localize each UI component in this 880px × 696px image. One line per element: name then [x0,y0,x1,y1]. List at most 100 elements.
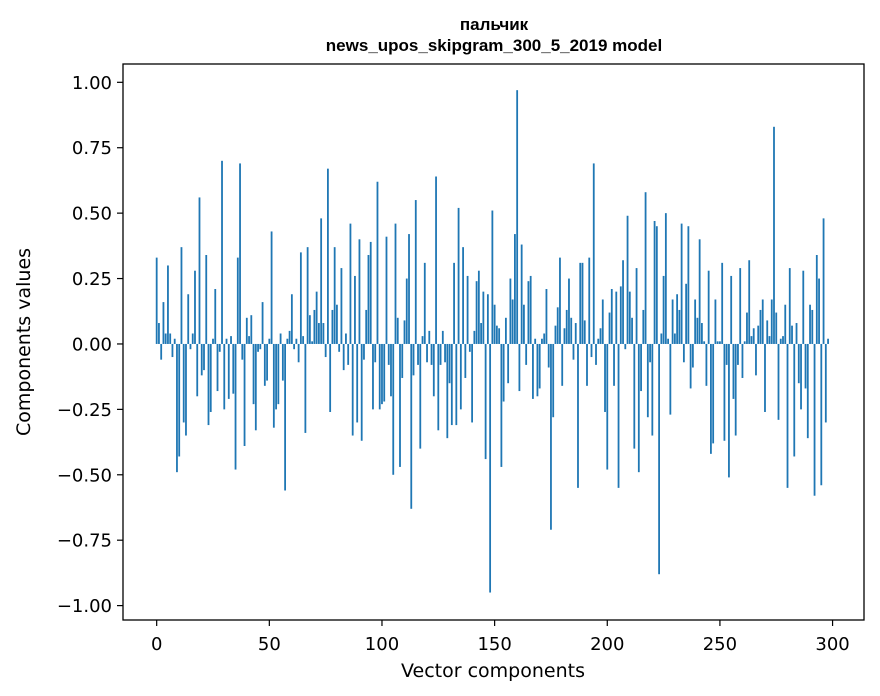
bar-13 [185,343,187,436]
bar-166 [529,275,532,344]
bar-121 [428,330,431,344]
bar-124 [435,176,437,344]
bar-33 [230,336,232,344]
bar-77 [329,343,332,412]
bar-68 [308,315,311,344]
bar-150 [493,304,496,344]
bar-51 [270,231,273,344]
bar-115 [414,200,417,344]
bar-220 [651,343,654,436]
bar-29 [221,160,223,344]
bar-118 [421,336,424,344]
bar-88 [354,275,356,344]
bar-15 [189,343,192,350]
bar-202 [610,289,613,344]
bar-67 [306,247,309,344]
bar-136 [462,247,464,344]
bar-54 [277,343,280,405]
bar-204 [615,291,618,344]
bar-165 [527,281,530,344]
bar-199 [604,343,606,412]
bar-272 [768,336,771,344]
bar-295 [820,343,823,486]
bar-155 [504,317,507,344]
bar-156 [507,343,510,384]
bar-21 [203,343,205,371]
bar-111 [405,278,408,344]
bar-162 [520,244,523,344]
bar-261 [743,341,746,344]
bar-131 [450,343,453,426]
bar-11 [180,247,183,344]
x-tick-label: 150 [477,634,511,655]
bar-49 [266,343,268,381]
bar-211 [631,317,633,344]
bar-58 [286,338,289,344]
bar-170 [538,343,541,389]
bar-71 [315,291,318,344]
bar-143 [477,270,480,344]
bar-233 [680,223,683,344]
bar-104 [390,343,392,397]
bar-275 [775,312,778,344]
bar-244 [705,343,708,386]
bar-141 [473,330,476,344]
bar-47 [261,302,264,344]
bar-242 [700,323,703,344]
bar-12 [182,343,185,423]
bar-255 [730,275,733,344]
bar-142 [475,281,478,344]
bar-235 [685,283,688,344]
bar-192 [588,257,591,344]
bar-135 [459,343,462,410]
x-axis-label: Vector components [401,660,585,682]
bar-241 [698,239,701,344]
bar-260 [741,343,744,378]
bar-43 [252,343,255,405]
x-tick-label: 200 [590,634,624,655]
bar-182 [565,309,568,344]
bar-209 [626,215,629,344]
bar-20 [200,343,203,376]
bar-215 [640,343,642,392]
bar-108 [399,343,401,467]
x-tick-label: 0 [151,634,162,655]
bar-173 [545,289,548,344]
bar-7 [171,343,174,358]
bar-268 [759,309,762,344]
bar-144 [480,323,483,344]
bar-78 [331,309,334,344]
bar-256 [732,343,735,399]
bar-36 [236,257,239,344]
y-tick-label: 0.00 [72,334,112,355]
bar-231 [676,294,679,344]
bar-161 [518,343,521,392]
bar-109 [401,343,404,378]
bar-55 [279,333,282,344]
bar-45 [257,343,259,352]
x-tick-label: 50 [258,634,281,655]
bar-69 [311,341,314,344]
bar-38 [241,343,244,360]
bar-4 [164,333,167,344]
bar-179 [559,257,561,344]
bar-105 [392,343,395,475]
bar-157 [509,278,512,344]
bar-252 [723,343,726,441]
bar-159 [514,234,516,344]
bar-194 [592,163,595,344]
bar-186 [574,323,577,344]
bar-237 [689,343,692,389]
bar-210 [628,291,631,344]
bar-100 [381,343,383,405]
bar-247 [712,343,715,444]
bar-27 [216,343,219,392]
bar-257 [734,343,737,436]
y-tick-label: −1.00 [57,596,112,617]
bar-24 [209,343,212,412]
y-tick-label: 0.50 [72,204,112,225]
bar-218 [646,343,649,418]
bar-63 [297,343,300,363]
bar-28 [218,343,221,352]
